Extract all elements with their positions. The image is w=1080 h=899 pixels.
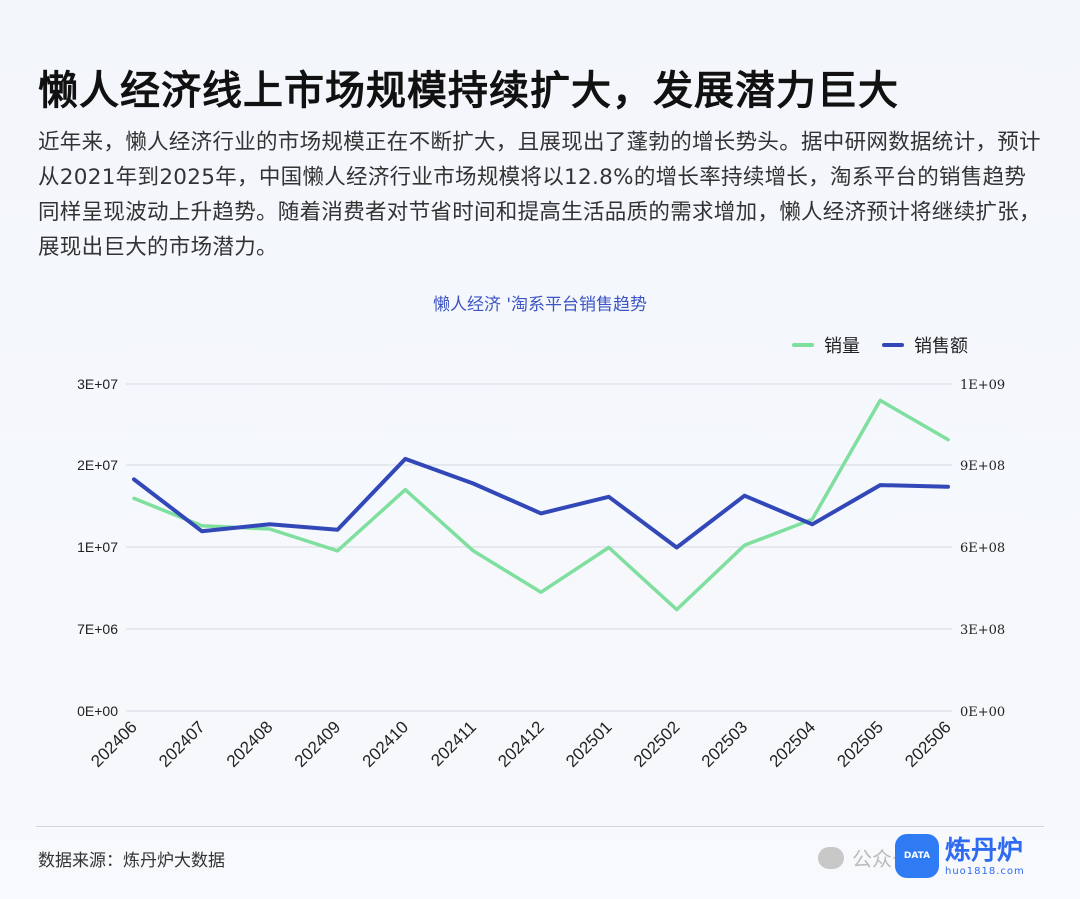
page-title: 懒人经济线上市场规模持续扩大，发展潜力巨大 <box>38 68 899 114</box>
x-axis-tick: 202412 <box>494 717 548 771</box>
x-axis-tick: 202411 <box>427 717 480 770</box>
brand-badge-icon: DATA <box>895 834 939 878</box>
left-axis-tick: 2E+07 <box>77 457 118 473</box>
right-axis-tick: 1E+09 <box>960 378 1005 393</box>
x-axis-tick: 202504 <box>766 717 820 771</box>
brand-logo: DATA 炼丹炉 huo1818.com <box>895 834 1025 878</box>
brand-text: 炼丹炉 huo1818.com <box>945 836 1025 877</box>
legend-item-sales: 销售额 <box>882 332 968 358</box>
right-axis-tick: 6E+08 <box>960 541 1005 556</box>
legend-swatch-sales <box>882 343 904 347</box>
line-chart: 0E+00 7E+06 1E+07 2E+07 3E+07 0E+00 3E+08 6E+08… <box>77 376 1005 771</box>
chart-legend: 销量 销售额 <box>792 332 990 358</box>
series-line-volume <box>132 398 950 612</box>
x-axis-tick: 202408 <box>223 717 277 771</box>
x-axis-tick: 202506 <box>901 717 955 771</box>
right-axis-tick: 9E+08 <box>960 459 1005 474</box>
left-axis-tick: 3E+07 <box>77 376 118 392</box>
x-axis-tick: 202501 <box>562 717 616 771</box>
legend-item-volume: 销量 <box>792 332 860 358</box>
x-axis-tick: 202505 <box>833 717 887 771</box>
left-axis-tick: 7E+06 <box>77 621 118 637</box>
left-axis-tick: 1E+07 <box>77 539 118 555</box>
x-axis-tick: 202407 <box>155 717 209 771</box>
series-line-sales <box>132 456 950 550</box>
footer-divider <box>36 826 1044 827</box>
chart-title: 懒人经济 '淘系平台销售趋势 <box>432 295 648 315</box>
legend-swatch-volume <box>792 343 814 347</box>
x-axis-tick: 202409 <box>291 717 345 771</box>
x-axis-tick: 202410 <box>359 717 413 771</box>
data-source: 数据来源：炼丹炉大数据 <box>38 851 225 871</box>
x-axis-tick: 202503 <box>698 717 752 771</box>
brand-name: 炼丹炉 <box>945 835 1024 866</box>
intro-paragraph: 近年来，懒人经济行业的市场规模正在不断扩大，且展现出了蓬勃的增长势头。据中研网数… <box>38 130 1041 260</box>
wechat-icon <box>818 846 844 869</box>
legend-label-volume: 销量 <box>824 336 860 357</box>
right-axis-tick: 3E+08 <box>960 623 1005 638</box>
x-axis-tick: 202406 <box>87 717 141 771</box>
x-axis-tick: 202502 <box>630 717 684 771</box>
legend-label-sales: 销售额 <box>914 336 968 357</box>
left-axis-tick: 0E+00 <box>77 703 118 719</box>
brand-url: huo1818.com <box>945 865 1025 877</box>
right-axis-tick: 0E+00 <box>960 705 1005 720</box>
